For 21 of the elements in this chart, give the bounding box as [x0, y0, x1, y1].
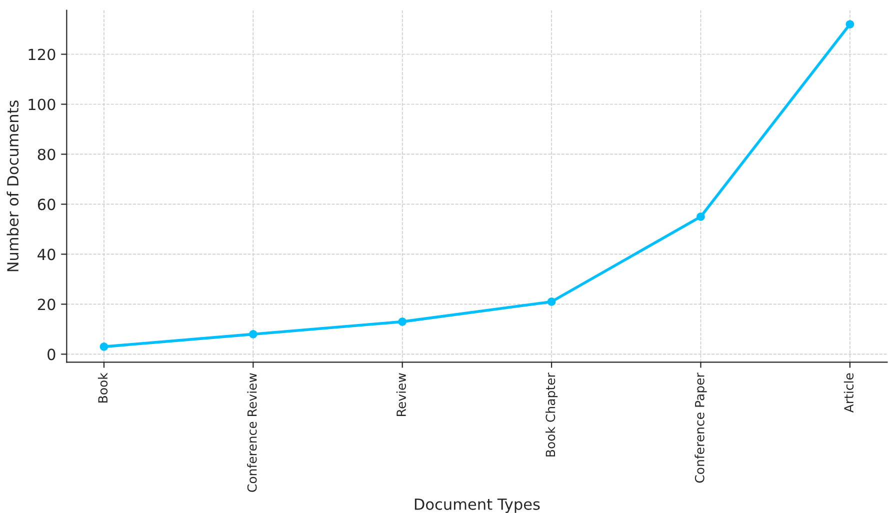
x-tick-label: Conference Review [247, 373, 257, 492]
y-tick-label: 80 [38, 148, 56, 160]
y-tick-label: 0 [48, 348, 56, 360]
point [846, 20, 854, 28]
point [100, 342, 108, 351]
y-axis-title: Number of Documents [6, 100, 19, 272]
point [398, 318, 407, 326]
y-tick-label: 120 [28, 48, 56, 60]
point [248, 330, 258, 338]
y-tick-label: 100 [28, 98, 56, 110]
y-tick-label: 60 [38, 198, 56, 210]
y-tick-label: 20 [38, 298, 56, 310]
point [696, 212, 705, 221]
x-tick-label: Article [844, 373, 854, 413]
x-axis-title: Document Types [414, 498, 540, 513]
point [547, 298, 556, 306]
x-tick-label: Book [98, 372, 108, 402]
x-tick-label: Book Chapter [545, 372, 558, 456]
x-tick-label: Conference Paper [694, 372, 707, 483]
y-tick-label: 40 [38, 248, 56, 260]
x-tick-label: Review [396, 373, 406, 416]
